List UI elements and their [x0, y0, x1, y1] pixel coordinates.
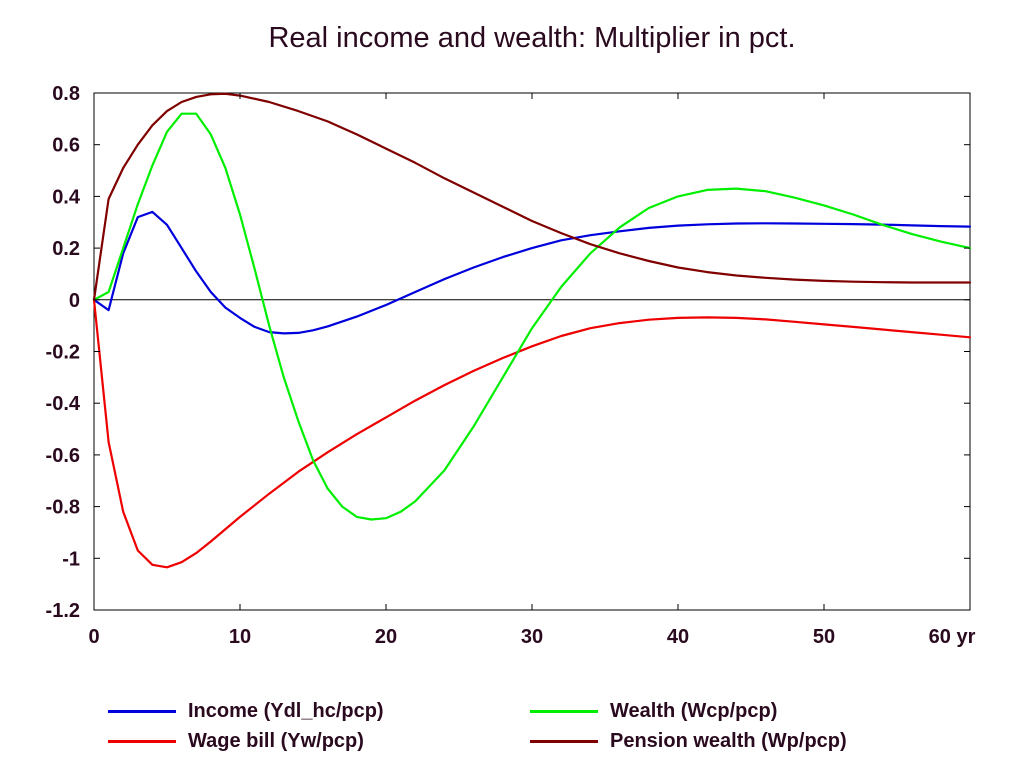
y-tick-label: -0.2	[46, 342, 80, 364]
y-tick-label: 0.6	[52, 135, 80, 157]
x-tick-label: 50	[813, 626, 835, 648]
x-tick-label: 0	[88, 626, 99, 648]
x-tick-label: 30	[521, 626, 543, 648]
series-wage-bill-line	[92, 298, 972, 569]
y-tick-label: 0.2	[52, 238, 80, 260]
x-tick-label: 60 yr	[929, 626, 976, 648]
series-wealth-line	[92, 112, 972, 521]
x-tick-label: 20	[375, 626, 397, 648]
x-tick-label: 10	[229, 626, 251, 648]
y-tick-label: 0.4	[52, 186, 81, 208]
y-tick-label: -1.2	[46, 600, 80, 622]
y-tick-label: -0.6	[46, 445, 80, 467]
y-tick-label: -0.4	[46, 393, 81, 415]
y-tick-label: 0.8	[52, 83, 80, 105]
x-tick-label: 40	[667, 626, 689, 648]
y-tick-label: 0	[69, 290, 80, 312]
y-tick-label: -0.8	[46, 497, 80, 519]
chart-title: Real income and wealth: Multiplier in pc…	[268, 22, 796, 54]
y-tick-label: -1	[62, 548, 80, 570]
series-income-line	[92, 210, 972, 335]
series-pension-wealth-line	[92, 92, 972, 301]
